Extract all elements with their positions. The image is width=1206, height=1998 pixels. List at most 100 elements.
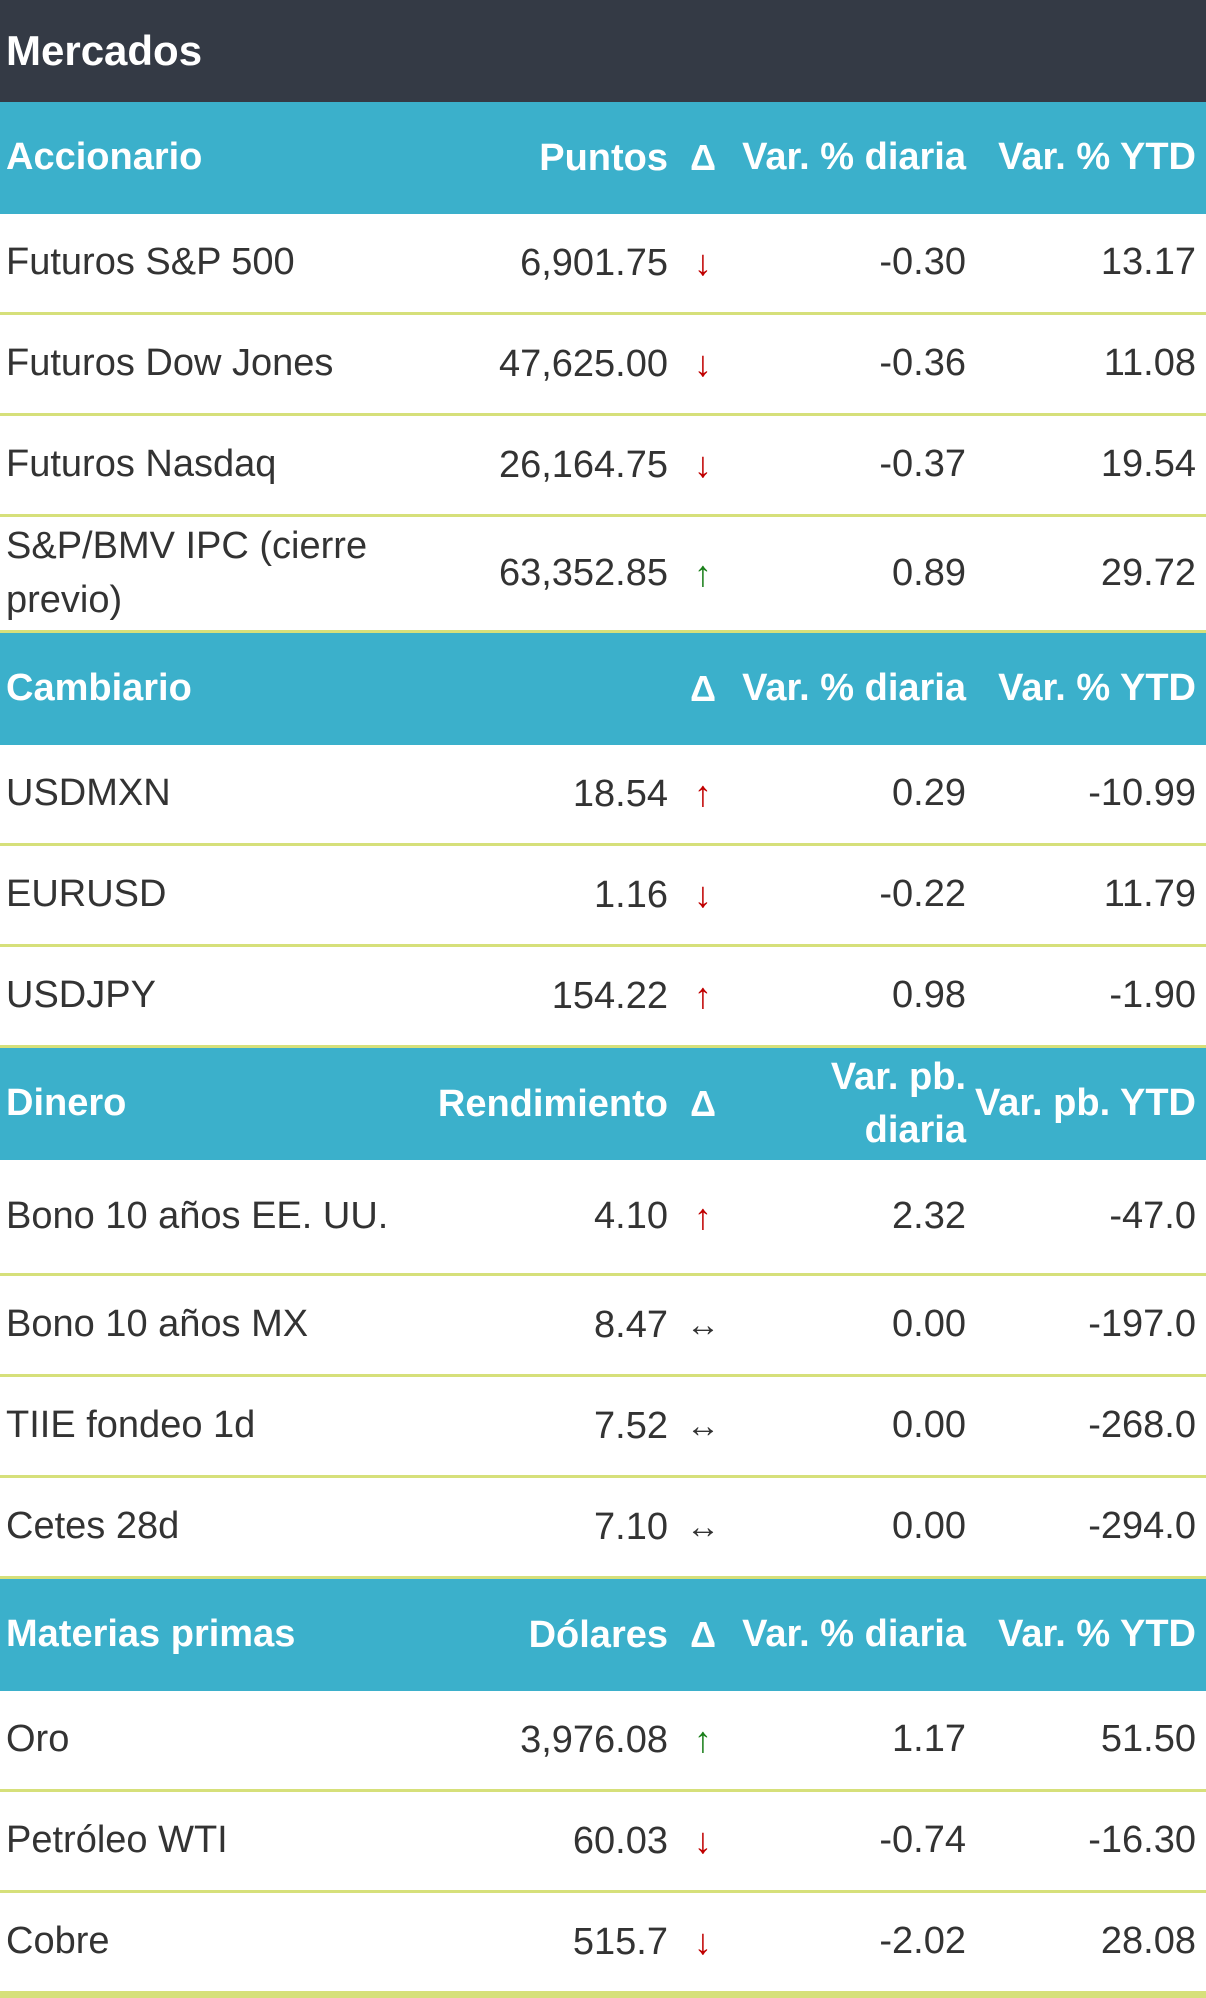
trend-arrow-icon: ↓ (694, 343, 712, 384)
row-value: 7.10 (594, 1505, 668, 1548)
row-ytd-change: -10.99 (1088, 772, 1196, 815)
table-row: Futuros S&P 500 6,901.75 ↓ -0.30 13.17 (0, 214, 1206, 315)
section-header-materias-primas: Materias primas Dólares Δ Var. % diaria Var.… (0, 1579, 1206, 1691)
table-row: USDJPY 154.22 ↑ 0.98 -1.90 (0, 947, 1206, 1048)
trend-arrow-icon: ↑ (694, 975, 712, 1016)
row-daily-change: 0.00 (892, 1303, 966, 1346)
row-ytd-change: 11.79 (1103, 873, 1196, 916)
header-value: Dólares (528, 1613, 668, 1656)
row-daily-change: -0.36 (879, 342, 966, 385)
row-name: Cobre (6, 1920, 110, 1963)
row-name: USDMXN (6, 772, 171, 815)
row-value: 26,164.75 (498, 443, 668, 486)
header-delta: Δ (690, 137, 716, 178)
trend-arrow-icon: ↓ (694, 1921, 712, 1962)
table-row: EURUSD 1.16 ↓ -0.22 11.79 (0, 846, 1206, 947)
row-daily-change: 2.32 (892, 1194, 966, 1237)
row-name: USDJPY (6, 974, 156, 1017)
row-ytd-change: -268.0 (1088, 1404, 1196, 1447)
row-ytd-change: -197.0 (1088, 1303, 1196, 1346)
row-value: 154.22 (551, 974, 668, 1017)
trend-arrow-icon: ↓ (694, 242, 712, 283)
table-row: Oro 3,976.08 ↑ 1.17 51.50 (0, 1691, 1206, 1792)
row-name: Futuros S&P 500 (6, 241, 295, 284)
trend-arrow-icon: ↑ (694, 552, 712, 594)
row-name: Oro (6, 1718, 70, 1761)
row-value: 8.47 (594, 1303, 668, 1346)
row-value: 6,901.75 (520, 241, 668, 284)
row-ytd-change: 13.17 (1100, 241, 1196, 284)
row-name: Cetes 28d (6, 1505, 180, 1548)
row-daily-change: 0.98 (892, 974, 966, 1017)
row-ytd-change: 11.08 (1103, 342, 1196, 385)
trend-arrow-icon: ↓ (694, 1820, 712, 1861)
row-daily-change: 0.00 (892, 1505, 966, 1548)
row-ytd-change: -47.0 (1109, 1194, 1196, 1237)
trend-arrow-icon: ↑ (694, 1719, 712, 1760)
row-value: 3,976.08 (520, 1718, 668, 1761)
row-daily-change: 1.17 (892, 1718, 966, 1761)
page-title: Mercados (0, 0, 1206, 102)
row-name: Futuros Dow Jones (6, 342, 334, 385)
sections-container: Accionario Puntos Δ Var. % diaria Var. % YTD… (0, 102, 1206, 1994)
table-row: Futuros Dow Jones 47,625.00 ↓ -0.36 11.08 (0, 315, 1206, 416)
header-var: Var. % diaria (742, 136, 966, 179)
table-row: S&P/BMV IPC (cierre previo) 63,352.85 ↑ 0.8… (0, 517, 1206, 633)
trend-arrow-icon: ↓ (694, 444, 712, 485)
header-value: Rendimiento (437, 1082, 668, 1125)
row-name: S&P/BMV IPC (cierre previo) (6, 525, 368, 621)
header-var: Var. % diaria (742, 667, 966, 710)
table-row: USDMXN 18.54 ↑ 0.29 -10.99 (0, 745, 1206, 846)
row-value: 515.7 (572, 1920, 668, 1963)
table-row: Cobre 515.7 ↓ -2.02 28.08 (0, 1893, 1206, 1994)
header-delta: Δ (690, 668, 716, 709)
header-ytd: Var. % YTD (998, 1613, 1196, 1656)
row-name: TIIE fondeo 1d (6, 1404, 256, 1447)
row-daily-change: -0.30 (879, 241, 966, 284)
row-ytd-change: -16.30 (1088, 1819, 1196, 1862)
row-value: 63,352.85 (498, 552, 668, 594)
row-value: 7.52 (594, 1404, 668, 1447)
header-ytd: Var. pb. YTD (974, 1082, 1196, 1125)
row-value: 60.03 (572, 1819, 668, 1862)
table-row: Bono 10 años MX 8.47 ↔ 0.00 -197.0 (0, 1276, 1206, 1377)
bottom-divider (0, 1994, 1206, 1998)
header-name: Cambiario (6, 667, 192, 710)
section-header-accionario: Accionario Puntos Δ Var. % diaria Var. % YTD (0, 102, 1206, 214)
row-daily-change: 0.29 (892, 772, 966, 815)
header-name: Dinero (6, 1082, 127, 1125)
row-ytd-change: 29.72 (1100, 551, 1196, 594)
row-value: 18.54 (572, 772, 668, 815)
row-name: Bono 10 años MX (6, 1303, 309, 1346)
table-row: Cetes 28d 7.10 ↔ 0.00 -294.0 (0, 1478, 1206, 1579)
header-name: Accionario (6, 136, 203, 179)
table-row: Bono 10 años EE. UU. 4.10 ↑ 2.32 -47.0 (0, 1160, 1206, 1276)
section-header-dinero: Dinero Rendimiento Δ Var. pb. diaria Var. pb… (0, 1048, 1206, 1160)
row-name: Petróleo WTI (6, 1819, 228, 1862)
section-header-cambiario: Cambiario Δ Var. % diaria Var. % YTD (0, 633, 1206, 745)
header-var: Var. % diaria (742, 1613, 966, 1656)
table-row: Futuros Nasdaq 26,164.75 ↓ -0.37 19.54 (0, 416, 1206, 517)
row-ytd-change: -1.90 (1109, 974, 1196, 1017)
header-name: Materias primas (6, 1613, 296, 1656)
header-value: Puntos (539, 136, 668, 179)
row-value: 47,625.00 (498, 342, 668, 385)
trend-arrow-icon: ↔ (686, 1507, 720, 1546)
table-row: TIIE fondeo 1d 7.52 ↔ 0.00 -268.0 (0, 1377, 1206, 1478)
header-delta: Δ (690, 1614, 716, 1655)
row-ytd-change: 19.54 (1100, 443, 1196, 486)
row-daily-change: -0.37 (879, 443, 966, 486)
header-ytd: Var. % YTD (998, 667, 1196, 710)
trend-arrow-icon: ↓ (694, 874, 712, 915)
trend-arrow-icon: ↔ (686, 1406, 720, 1445)
header-delta: Δ (690, 1083, 716, 1124)
header-var: Var. pb. diaria (830, 1055, 966, 1151)
trend-arrow-icon: ↑ (694, 773, 712, 814)
row-name: EURUSD (6, 873, 167, 916)
row-name: Futuros Nasdaq (6, 443, 277, 486)
trend-arrow-icon: ↔ (686, 1305, 720, 1344)
row-daily-change: 0.89 (892, 551, 966, 594)
row-value: 1.16 (594, 873, 668, 916)
row-name: Bono 10 años EE. UU. (6, 1194, 389, 1237)
